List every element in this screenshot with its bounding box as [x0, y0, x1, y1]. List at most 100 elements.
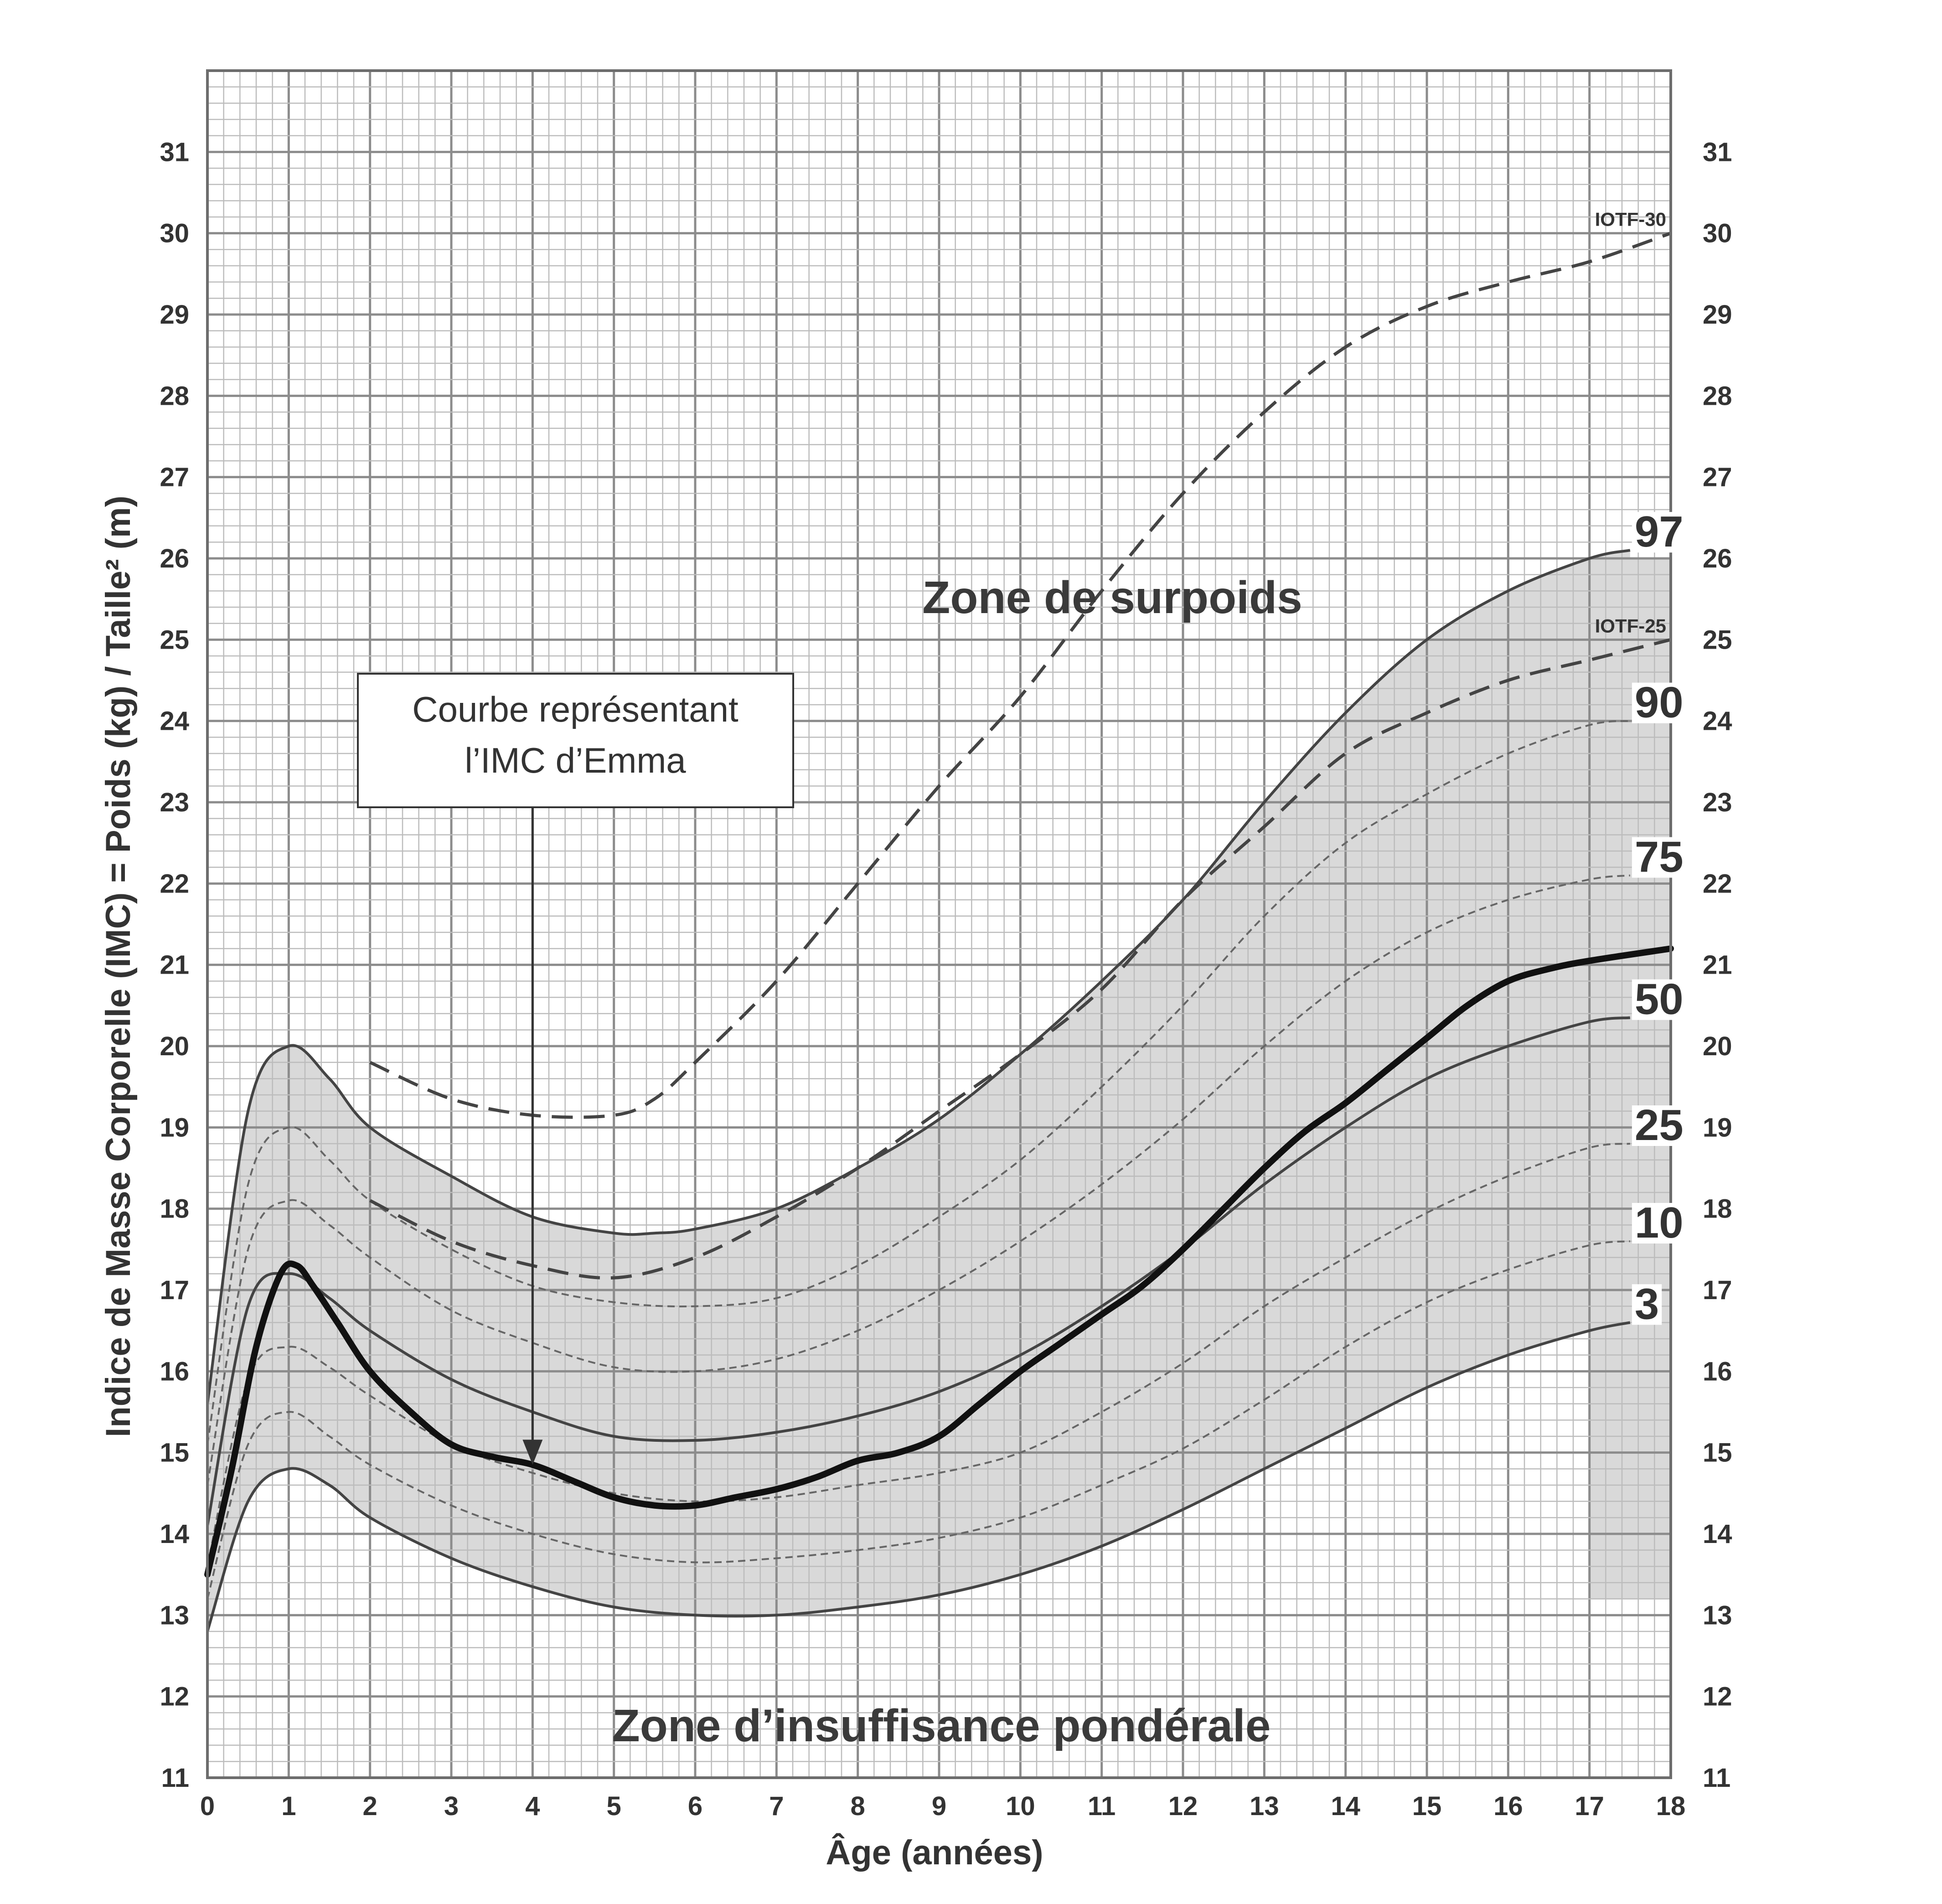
y-tick-label-left: 22 [160, 869, 189, 898]
annotation-callout: Courbe représentant l’IMC d’Emma [357, 673, 794, 1465]
y-tick-label-right: 16 [1703, 1357, 1732, 1386]
series-label-bg [1632, 682, 1686, 723]
series-line-imc-d-emma [204, 945, 1674, 1578]
series-label-bg [1632, 512, 1686, 553]
y-tick-label-right: 31 [1703, 137, 1732, 167]
y-tick-label-left: 18 [160, 1194, 189, 1224]
y-tick-label-left: 24 [160, 707, 189, 736]
x-tick-label: 17 [1575, 1791, 1604, 1821]
y-tick-label-left: 26 [160, 544, 189, 573]
y-tick-label-left: 27 [160, 463, 189, 492]
x-tick-label: 3 [444, 1791, 459, 1821]
x-tick-label: 10 [1006, 1791, 1035, 1821]
x-tick-label: 18 [1656, 1791, 1686, 1821]
y-tick-label-left: 14 [160, 1519, 189, 1549]
y-tick-label-left: 17 [160, 1275, 189, 1305]
series-label: 90 [1635, 678, 1684, 727]
x-tick-label: 13 [1250, 1791, 1279, 1821]
zone-underweight-label: Zone d’insuffisance pondérale [612, 1700, 1271, 1751]
y-tick-label-left: 23 [160, 788, 189, 817]
y-tick-label-right: 30 [1703, 219, 1732, 248]
band-fill [207, 550, 1630, 1631]
y-tick-label-right: 29 [1703, 300, 1732, 330]
x-tick-label: 8 [851, 1791, 865, 1821]
x-tick-label: 1 [281, 1791, 296, 1821]
y-tick-label-right: 14 [1703, 1519, 1732, 1549]
y-axis-title: Indice de Masse Corporelle (IMC) = Poids… [99, 495, 138, 1437]
series-label: 10 [1635, 1198, 1684, 1247]
y-tick-label-right: 22 [1703, 869, 1732, 898]
series-label-bg [1632, 1284, 1662, 1325]
y-tick-label-right: 27 [1703, 463, 1732, 492]
y-tick-label-right: 15 [1703, 1438, 1732, 1468]
y-tick-label-right: 20 [1703, 1032, 1732, 1061]
y-tick-label-right: 28 [1703, 381, 1732, 411]
x-tick-label: 12 [1168, 1791, 1198, 1821]
series-label-bg [1632, 1203, 1686, 1244]
y-tick-label-left: 12 [160, 1682, 189, 1712]
y-tick-label-left: 30 [160, 219, 189, 248]
x-tick-label: 0 [200, 1791, 215, 1821]
annotation-arrowhead [522, 1440, 543, 1465]
series-line-iotf-30 [369, 232, 1672, 1119]
y-tick-label-left: 31 [160, 137, 189, 167]
y-tick-label-left: 15 [160, 1438, 189, 1468]
x-tick-label: 7 [769, 1791, 784, 1821]
x-tick-label: 6 [688, 1791, 702, 1821]
grid [206, 69, 1672, 1779]
y-tick-label-right: 19 [1703, 1113, 1732, 1142]
x-tick-label: 16 [1493, 1791, 1523, 1821]
y-tick-label-right: 23 [1703, 788, 1732, 817]
series-line-10 [207, 1240, 1631, 1600]
x-tick-label: 15 [1412, 1791, 1442, 1821]
x-axis-title: Âge (années) [826, 1833, 1043, 1872]
series-label: 25 [1635, 1101, 1684, 1150]
labels: 97 90 75 50 25 10 3 IOTF-30 IOTF-25 [1595, 209, 1686, 1328]
series-line-25 [207, 1143, 1631, 1567]
y-tick-label-right: 18 [1703, 1194, 1732, 1224]
y-tick-label-right: 13 [1703, 1600, 1732, 1630]
x-tick-label: 4 [525, 1791, 540, 1821]
series-label-bg [1632, 979, 1686, 1020]
series-label: 50 [1635, 975, 1684, 1024]
series-label: 75 [1635, 833, 1684, 882]
y-tick-label-left: 29 [160, 300, 189, 330]
series-line-90 [207, 720, 1631, 1445]
plot-frame [206, 69, 1672, 1779]
series-line-3 [206, 1321, 1631, 1632]
y-tick-label-right: 25 [1703, 625, 1732, 655]
y-tick-label-left: 21 [160, 950, 189, 980]
x-tick-label: 9 [932, 1791, 946, 1821]
y-tick-label-right: 24 [1703, 707, 1732, 736]
zone-overweight-label: Zone de surpoids [922, 572, 1302, 623]
y-tick-label-left: 16 [160, 1357, 189, 1386]
y-tick-label-left: 20 [160, 1032, 189, 1061]
series-label-bg [1632, 837, 1686, 878]
x-tick-label: 2 [363, 1791, 377, 1821]
series-line-75 [207, 874, 1631, 1486]
series-label: IOTF-25 [1595, 615, 1666, 636]
series-label-bg [1632, 1105, 1686, 1146]
y-tick-label-right: 21 [1703, 950, 1732, 980]
y-tick-label-left: 11 [161, 1763, 189, 1793]
y-tick-label-left: 28 [160, 381, 189, 411]
series-label: 3 [1635, 1280, 1659, 1328]
x-tick-label: 14 [1331, 1791, 1360, 1821]
y-tick-label-left: 13 [160, 1600, 189, 1630]
y-tick-label-right: 12 [1703, 1682, 1732, 1712]
series-lines [204, 232, 1674, 1632]
annotation-line-1: Courbe représentant [412, 689, 739, 729]
x-tick-label: 5 [607, 1791, 621, 1821]
series-line-iotf-25 [369, 638, 1671, 1280]
series-label: IOTF-30 [1595, 209, 1666, 230]
series-line-50 [206, 1016, 1631, 1526]
y-tick-label-right: 17 [1703, 1275, 1732, 1305]
x-tick-label: 11 [1088, 1791, 1116, 1821]
y-tick-label-right: 26 [1703, 544, 1732, 573]
y-tick-label-left: 19 [160, 1113, 189, 1142]
series-label: 97 [1635, 507, 1684, 556]
annotation-line-2: l’IMC d’Emma [465, 740, 686, 780]
y-tick-label-left: 25 [160, 625, 189, 655]
